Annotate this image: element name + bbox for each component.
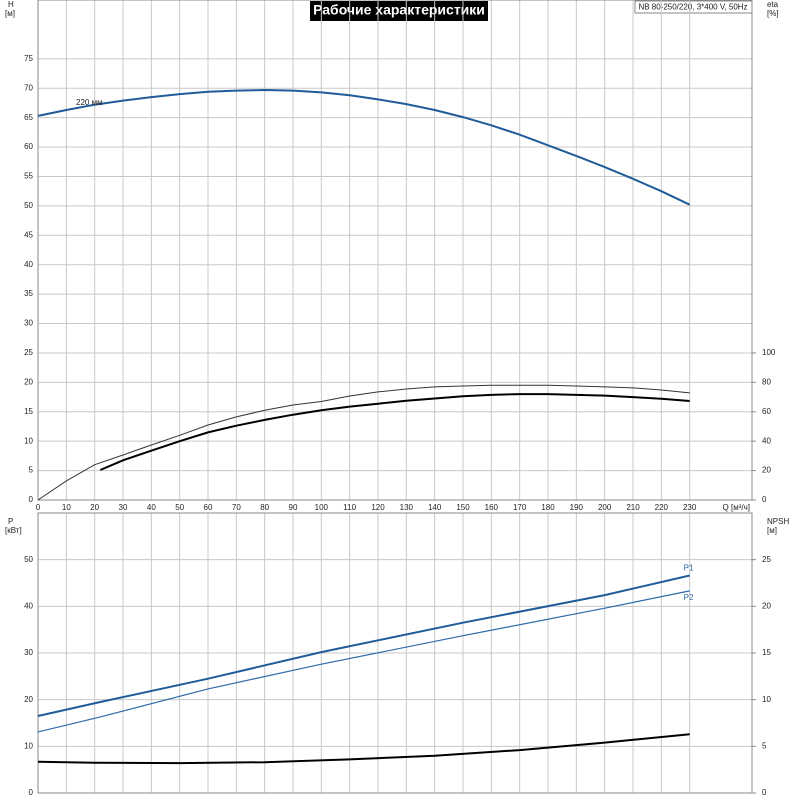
y2-tick-label: 40: [762, 436, 771, 445]
x-tick-label: 140: [428, 503, 442, 512]
x-tick-label: 230: [683, 503, 697, 512]
plot-frame: [37, 0, 753, 501]
curve-label: P1: [684, 564, 694, 573]
y2-tick-label: 5: [762, 741, 767, 750]
y-tick-label: 50: [24, 201, 33, 210]
x-tick-label: 80: [260, 503, 269, 512]
x-tick-label: 160: [485, 503, 499, 512]
x-tick-label: 110: [343, 503, 356, 512]
y-tick-label: 70: [24, 83, 33, 92]
y-tick-label: 40: [24, 601, 33, 610]
title-box: [310, 1, 488, 21]
plot-frame: [37, 512, 753, 794]
x-tick-label: 200: [598, 503, 612, 512]
curve-label: 220 мм: [76, 98, 103, 107]
x-tick-label: 180: [541, 503, 555, 512]
y-tick-label: 40: [24, 260, 33, 269]
y-tick-label: 10: [24, 741, 33, 750]
x-tick-label: 90: [289, 503, 298, 512]
y2-tick-label: 15: [762, 648, 771, 657]
y-tick-label: 0: [29, 495, 34, 504]
y2-tick-label: 100: [762, 348, 776, 357]
x-axis-label: Q [м³/ч]: [723, 503, 750, 512]
curve: [37, 590, 690, 733]
y-tick-label: 55: [24, 172, 33, 181]
curve: [37, 88, 691, 206]
y2-tick-label: 10: [762, 695, 771, 704]
y2-tick-label: 60: [762, 407, 771, 416]
x-tick-label: 40: [147, 503, 156, 512]
x-tick-label: 50: [175, 503, 184, 512]
y-tick-label: 20: [24, 695, 33, 704]
y2-tick-label: 80: [762, 377, 771, 386]
x-tick-label: 30: [119, 503, 128, 512]
y-tick-label: 0: [29, 788, 34, 797]
y-tick-label: 35: [24, 289, 33, 298]
x-tick-label: 170: [513, 503, 527, 512]
curve-label: P2: [684, 593, 694, 602]
y-axis-label: P: [8, 517, 13, 526]
y-axis-unit: [кВт]: [5, 526, 22, 535]
y-tick-label: 25: [24, 348, 33, 357]
x-tick-label: 70: [232, 503, 241, 512]
y2-axis-unit: [%]: [767, 9, 779, 18]
curve: [37, 733, 690, 765]
y2-tick-label: 20: [762, 601, 771, 610]
y-tick-label: 60: [24, 142, 33, 151]
y2-tick-label: 0: [762, 495, 767, 504]
chart-title: Рабочие характеристики: [313, 2, 485, 18]
x-tick-label: 150: [456, 503, 470, 512]
x-tick-label: 130: [400, 503, 414, 512]
x-tick-label: 20: [90, 503, 99, 512]
x-tick-label: 190: [570, 503, 584, 512]
curve: [37, 574, 690, 717]
y-tick-label: 45: [24, 230, 33, 239]
x-tick-label: 0: [36, 503, 41, 512]
x-tick-label: 120: [371, 503, 385, 512]
x-tick-label: 210: [626, 503, 640, 512]
y2-tick-label: 0: [762, 788, 767, 797]
curve: [99, 393, 690, 471]
y2-tick-label: 25: [762, 555, 771, 564]
y-axis-label: H: [8, 0, 14, 9]
x-tick-label: 60: [204, 503, 213, 512]
y-axis-unit: [м]: [5, 9, 15, 18]
y-tick-label: 30: [24, 648, 33, 657]
info-text: NB 80-250/220, 3*400 V, 50Hz: [638, 3, 747, 12]
y-tick-label: 30: [24, 319, 33, 328]
y-tick-label: 75: [24, 54, 33, 63]
x-tick-label: 10: [62, 503, 71, 512]
y-tick-label: 65: [24, 113, 33, 122]
y-tick-label: 20: [24, 377, 33, 386]
y-tick-label: 10: [24, 436, 33, 445]
y-tick-label: 5: [29, 466, 34, 475]
x-tick-label: 220: [655, 503, 669, 512]
y2-tick-label: 20: [762, 466, 771, 475]
y-tick-label: 15: [24, 407, 33, 416]
curve: [37, 384, 690, 501]
y-tick-label: 50: [24, 555, 33, 564]
y2-axis-unit: [м]: [767, 526, 777, 535]
y2-axis-label: eta: [767, 0, 779, 9]
x-tick-label: 100: [315, 503, 329, 512]
y2-axis-label: NPSH: [767, 517, 789, 526]
